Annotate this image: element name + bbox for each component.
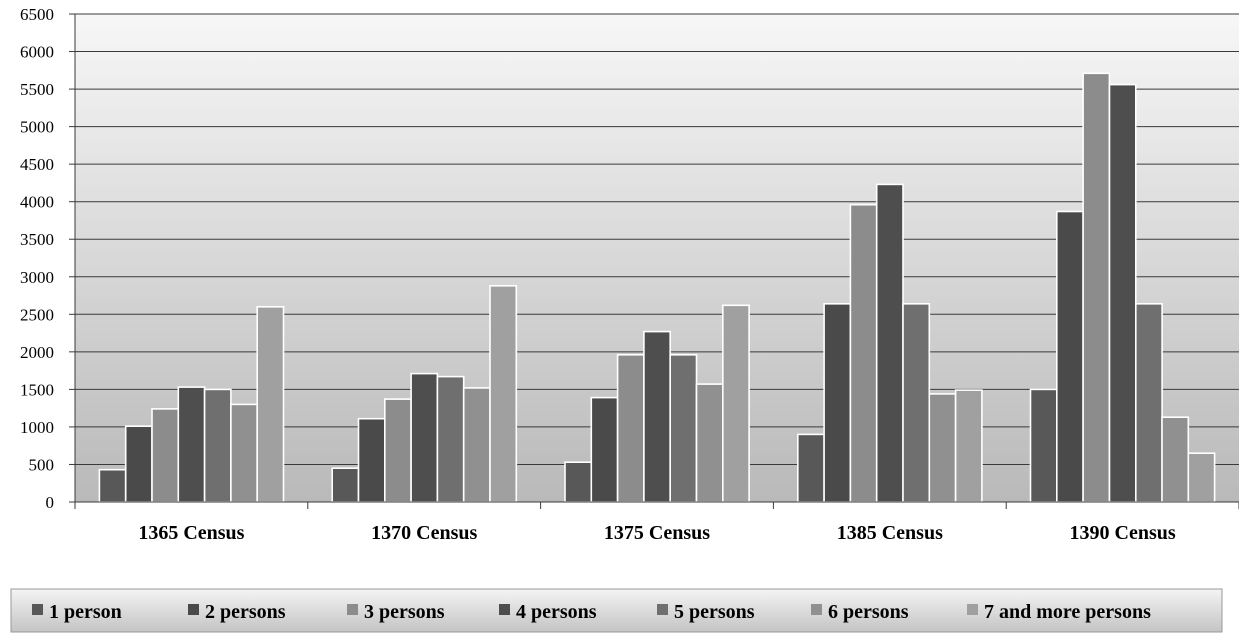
bar-7-and-more-persons-4 — [1187, 452, 1216, 503]
category-label: 1370 Census — [371, 522, 477, 544]
legend-label: 6 persons — [828, 601, 909, 623]
bar-6-persons-4 — [1161, 416, 1190, 503]
legend-label: 4 persons — [516, 601, 597, 623]
legend: 1 person 2 persons 3 persons 4 persons 5 per… — [10, 588, 1223, 633]
category-label: 1375 Census — [604, 522, 710, 544]
legend-swatch — [967, 604, 978, 615]
y-tick-label: 4500 — [20, 155, 54, 174]
category-label: 1390 Census — [1070, 522, 1176, 544]
y-tick-label: 3500 — [20, 230, 54, 249]
bar-5-persons-0 — [203, 388, 232, 503]
bar-1-person-1 — [331, 467, 360, 503]
bar-7-and-more-persons-0 — [256, 305, 285, 503]
y-tick-label: 0 — [46, 493, 55, 512]
legend-swatch — [499, 604, 510, 615]
legend-label: 1 person — [49, 601, 122, 623]
y-tick-label: 2500 — [20, 305, 54, 324]
bar-7-and-more-persons-1 — [489, 284, 518, 503]
legend-swatch — [657, 604, 668, 615]
bar-1-person-0 — [98, 468, 127, 503]
bar-5-persons-2 — [669, 353, 698, 503]
legend-label: 5 persons — [674, 601, 755, 623]
legend-label: 2 persons — [205, 601, 286, 623]
bar-3-persons-2 — [616, 353, 645, 503]
bar-1-person-3 — [796, 433, 825, 503]
legend-box — [10, 588, 1223, 633]
legend-label: 3 persons — [364, 601, 445, 623]
legend-items: 1 person 2 persons 3 persons 4 persons 5 per… — [32, 601, 1151, 623]
legend-swatch — [188, 604, 199, 615]
legend-label: 7 and more persons — [984, 601, 1151, 623]
bar-3-persons-4 — [1082, 72, 1111, 503]
bar-1-person-4 — [1029, 388, 1058, 503]
bar-2-persons-1 — [357, 417, 386, 503]
bar-2-persons-3 — [823, 302, 852, 503]
bars — [98, 72, 1216, 503]
bar-4-persons-3 — [875, 183, 904, 503]
bar-4-persons-2 — [643, 330, 672, 503]
bar-2-persons-0 — [124, 425, 153, 503]
y-tick-label: 4000 — [20, 193, 54, 212]
y-tick-label: 5500 — [20, 80, 54, 99]
y-tick-label: 6500 — [20, 5, 54, 24]
bar-5-persons-1 — [436, 375, 465, 503]
bar-6-persons-0 — [230, 403, 258, 503]
y-tick-label: 500 — [29, 455, 55, 474]
y-tick-label: 3000 — [20, 268, 54, 287]
y-tick-label: 1000 — [20, 418, 54, 437]
x-axis-category-labels: 1365 Census 1370 Census 1375 Census 1385 Ce… — [138, 522, 1176, 544]
bar-4-persons-1 — [410, 372, 439, 503]
y-tick-label: 6000 — [20, 43, 54, 62]
legend-swatch — [347, 604, 358, 615]
y-tick-label: 2000 — [20, 343, 54, 362]
y-tick-label: 5000 — [20, 118, 54, 137]
bar-2-persons-4 — [1056, 210, 1084, 503]
bar-7-and-more-persons-2 — [721, 304, 750, 503]
category-label: 1385 Census — [837, 522, 943, 544]
legend-swatch — [32, 604, 43, 615]
bar-5-persons-3 — [902, 302, 931, 503]
bar-3-persons-0 — [151, 408, 180, 503]
bar-6-persons-2 — [695, 383, 724, 503]
bar-2-persons-2 — [590, 396, 619, 503]
bar-1-person-2 — [564, 461, 593, 503]
bar-6-persons-3 — [928, 393, 957, 503]
bar-6-persons-1 — [462, 387, 491, 503]
bar-3-persons-3 — [849, 203, 878, 503]
legend-swatch — [811, 604, 822, 615]
bar-4-persons-0 — [177, 386, 206, 503]
bar-7-and-more-persons-3 — [954, 389, 983, 503]
category-label: 1365 Census — [138, 522, 244, 544]
bar-5-persons-4 — [1135, 302, 1163, 503]
axes — [69, 13, 1239, 509]
y-axis-tick-labels: 0 500 1000 1500 2000 2500 3000 3500 4000 4500 5000… — [20, 5, 54, 512]
bar-3-persons-1 — [383, 398, 412, 503]
bar-4-persons-4 — [1108, 83, 1137, 503]
y-tick-label: 1500 — [20, 380, 54, 399]
